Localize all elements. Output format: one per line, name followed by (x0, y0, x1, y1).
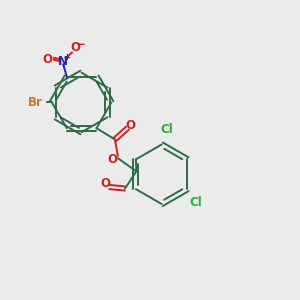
Text: +: + (63, 52, 70, 62)
Text: O: O (100, 177, 110, 190)
Text: O: O (43, 53, 53, 66)
Text: Cl: Cl (160, 123, 173, 136)
Text: O: O (125, 119, 135, 132)
Text: −: − (76, 38, 86, 51)
Text: Cl: Cl (190, 196, 203, 209)
Text: N: N (58, 55, 68, 68)
Text: O: O (70, 41, 80, 54)
Text: Br: Br (28, 96, 42, 109)
Text: O: O (107, 153, 118, 166)
